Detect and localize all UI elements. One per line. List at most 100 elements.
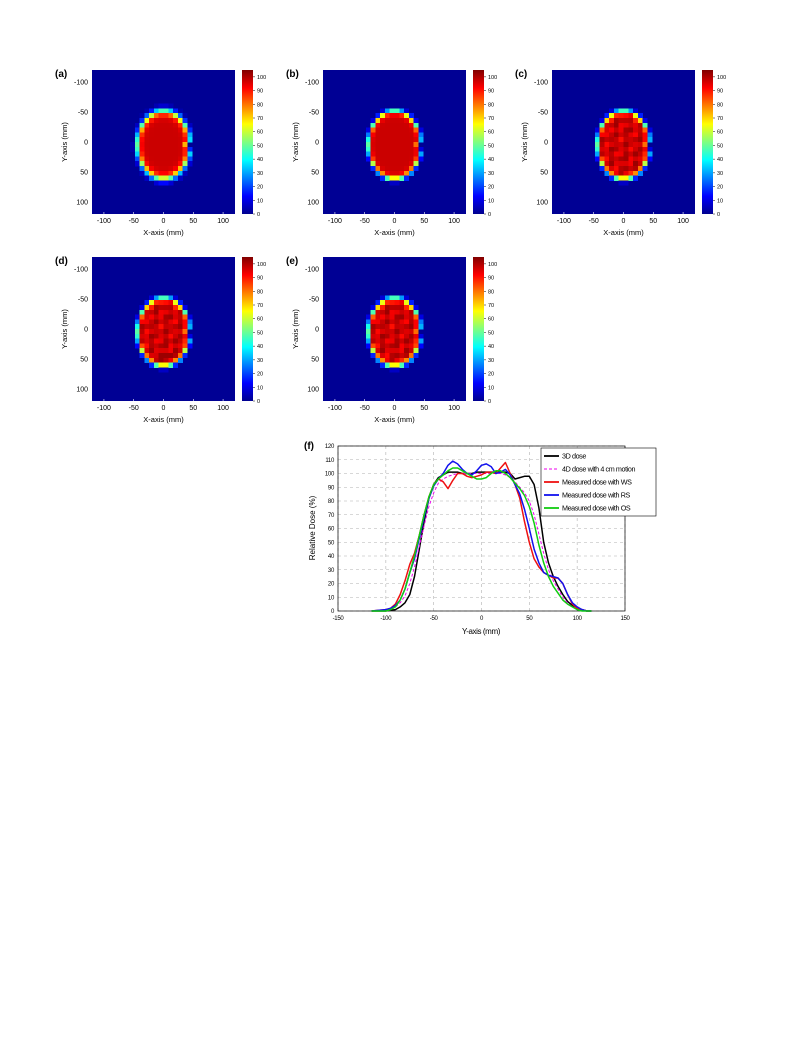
heatmap-cell (370, 343, 376, 349)
heatmap-cell (173, 295, 179, 301)
heatmap-cell (628, 127, 634, 133)
heatmap-cell (149, 362, 155, 368)
heatmap-cell (134, 338, 141, 344)
heatmap-cell (408, 137, 414, 143)
y-tick-label: -50 (78, 110, 88, 117)
heatmap-cell (139, 343, 145, 349)
heatmap-cell (380, 156, 386, 162)
heatmap-cell (134, 137, 141, 143)
heatmap-cell (618, 156, 624, 162)
heatmap-cell (153, 348, 160, 354)
heatmap-cell (158, 127, 164, 133)
heatmap-cell (399, 353, 405, 359)
heatmap-cell (177, 300, 183, 306)
heatmap-cell (182, 343, 188, 349)
heatmap-cell (399, 338, 405, 344)
colorbar-tick-label: 100 (717, 75, 726, 81)
heatmap-cell (370, 156, 376, 162)
heatmap-cell (399, 319, 405, 325)
heatmap-cell (158, 132, 164, 138)
colorbar-tick-label: 0 (488, 212, 491, 218)
heatmap-cell (375, 156, 381, 162)
heatmap-cell (394, 175, 400, 181)
heatmap-cell (375, 113, 381, 119)
heatmap-cell (623, 180, 629, 186)
heatmap-cell (168, 118, 174, 124)
heatmap-cell (642, 166, 648, 172)
heatmap-cell (613, 146, 620, 152)
heatmap-cell (182, 146, 188, 152)
heatmap-cells (594, 108, 653, 186)
heatmap-cell (642, 151, 648, 157)
heatmap-cell (408, 151, 414, 157)
y-tick-label: 0 (84, 140, 88, 147)
heatmap-cell (187, 161, 193, 167)
heatmap-cell (163, 103, 169, 109)
heatmap-cell (153, 142, 160, 148)
heatmap-cell (399, 175, 405, 181)
heatmap-cell (365, 151, 372, 157)
heatmap-cell (394, 353, 400, 359)
colorbar-tick-label: 60 (488, 317, 494, 323)
y-tick-label: -100 (74, 267, 88, 274)
x-tick-label: -50 (589, 218, 599, 225)
heatmap-cell (404, 314, 410, 320)
heatmap-cell (404, 146, 410, 152)
heatmap-cell (623, 132, 629, 138)
heatmap-cell (613, 108, 620, 114)
series-line (371, 473, 592, 612)
heatmap-cell (594, 156, 601, 162)
heatmap-cell (163, 137, 169, 143)
heatmap-cell (163, 295, 169, 301)
heatmap-cell (365, 132, 372, 138)
heatmap-cells (130, 103, 193, 186)
heatmap-cell (153, 362, 160, 368)
heatmap-cell (158, 324, 164, 330)
heatmap-cell (380, 142, 386, 148)
heatmap-cell (144, 137, 150, 143)
heatmap-cell (399, 362, 405, 368)
heatmap-cell (163, 353, 169, 359)
heatmap-cell (599, 137, 605, 143)
heatmap-cell (365, 324, 372, 330)
colorbar (473, 257, 484, 401)
heatmap-cell (399, 309, 405, 315)
heatmap-cell (399, 156, 405, 162)
heatmap-cell (370, 151, 376, 157)
heatmap-cell (413, 314, 419, 320)
heatmap-cell (158, 103, 164, 109)
heatmap-cell (144, 314, 150, 320)
heatmap-cell (163, 314, 169, 320)
heatmap-cell (177, 175, 183, 181)
heatmap-cell (144, 333, 150, 339)
x-tick-label: 50 (189, 218, 197, 225)
legend-label: Measured dose with WS (562, 478, 632, 487)
heatmap-cell (408, 343, 414, 349)
heatmap-cell (173, 357, 179, 363)
heatmap-cell (408, 309, 414, 315)
heatmap-cell (380, 146, 386, 152)
heatmap-cell (618, 108, 624, 114)
heatmap-cell (623, 127, 629, 133)
heatmap-cell (158, 108, 164, 114)
colorbar-tick-label: 100 (488, 75, 497, 81)
heatmap-cell (149, 166, 155, 172)
heatmap-cell (177, 132, 183, 138)
heatmap-cell (153, 295, 160, 301)
heatmap-cell (418, 146, 424, 152)
heatmap-cell (399, 333, 405, 339)
heatmap-cell (408, 132, 414, 138)
heatmap-cell (149, 338, 155, 344)
heatmap-cell (149, 333, 155, 339)
heatmap-cell (153, 132, 160, 138)
heatmap-cell (173, 170, 179, 176)
colorbar-tick-label: 60 (257, 130, 263, 136)
heatmap-cell (394, 300, 400, 306)
y-tick-label: -100 (305, 267, 319, 274)
heatmap-cell (149, 156, 155, 162)
heatmap-cell (609, 132, 615, 138)
heatmap-cell (149, 161, 155, 167)
heatmap-cell (599, 151, 605, 157)
heatmap-cell (394, 319, 400, 325)
